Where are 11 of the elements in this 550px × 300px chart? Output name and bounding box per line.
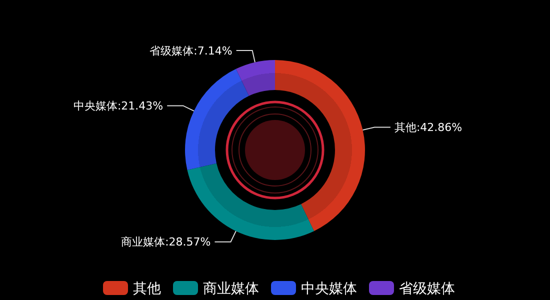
data-label: 省级媒体:7.14% [150, 44, 232, 58]
legend-label: 其他 [133, 280, 161, 297]
donut-slice [185, 68, 249, 170]
legend-label: 省级媒体 [399, 280, 455, 297]
data-label: 中央媒体:21.43% [73, 100, 164, 113]
donut-slice [236, 60, 275, 96]
data-label: 其他:42.86% [394, 121, 462, 134]
legend-label: 中央媒体 [301, 280, 357, 297]
legend-label: 商业媒体 [203, 280, 259, 297]
donut-slice [275, 60, 365, 232]
data-label: 商业媒体:28.57% [121, 236, 211, 249]
